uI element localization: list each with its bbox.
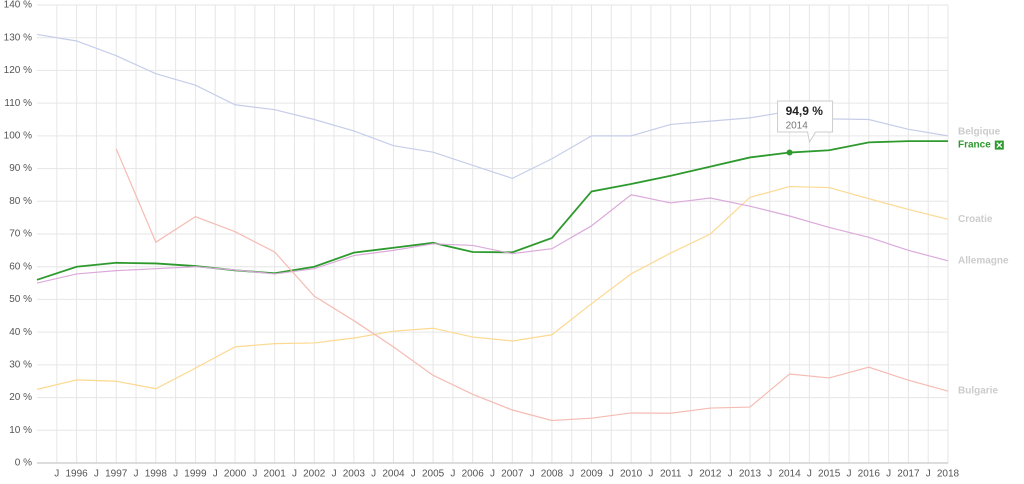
y-tick-label: 10 % — [9, 425, 32, 436]
x-tick-label: J — [926, 469, 931, 480]
x-tick-label: J — [134, 469, 139, 480]
x-tick-label: 2012 — [699, 469, 722, 480]
x-tick-label: 2004 — [382, 469, 405, 480]
x-tick-label: 2013 — [739, 469, 762, 480]
x-tick-label: J — [54, 469, 59, 480]
x-tick-label: J — [213, 469, 218, 480]
y-tick-label: 120 % — [4, 65, 32, 76]
x-tick-label: J — [609, 469, 614, 480]
x-tick-label: J — [252, 469, 257, 480]
y-tick-label: 40 % — [9, 327, 32, 338]
tooltip-value: 94,9 % — [786, 104, 824, 118]
x-tick-label: J — [648, 469, 653, 480]
series-line — [36, 194, 949, 284]
x-tick-label: J — [846, 469, 851, 480]
x-tick-label: J — [807, 469, 812, 480]
x-tick-label: 2000 — [224, 469, 247, 480]
legend-label: Belgique — [958, 126, 1001, 137]
x-tick-label: 2015 — [818, 469, 841, 480]
x-tick-label: 2003 — [343, 469, 366, 480]
x-tick-label: J — [767, 469, 772, 480]
x-tick-label: 2008 — [541, 469, 564, 480]
x-tick-label: 2006 — [462, 469, 485, 480]
legend-label: Croatie — [958, 214, 993, 225]
x-tick-label: 2018 — [937, 469, 960, 480]
x-tick-label: J — [371, 469, 376, 480]
y-tick-label: 140 % — [4, 0, 32, 11]
x-tick-label: 1997 — [105, 469, 128, 480]
x-tick-label: J — [490, 469, 495, 480]
legend-label: Allemagne — [958, 255, 1009, 266]
tooltip-date: 2014 — [786, 121, 809, 132]
x-tick-label: 2014 — [778, 469, 801, 480]
x-tick-label: 2001 — [264, 469, 287, 480]
y-tick-label: 70 % — [9, 229, 32, 240]
x-tick-label: 2016 — [858, 469, 881, 480]
x-tick-label: 2011 — [660, 469, 682, 480]
x-tick-label: 2010 — [620, 469, 643, 480]
series-line — [36, 140, 948, 281]
x-tick-label: 2017 — [897, 469, 920, 480]
x-tick-label: J — [728, 469, 733, 480]
x-tick-label: J — [332, 469, 337, 480]
x-tick-label: 2007 — [501, 469, 524, 480]
x-tick-label: J — [688, 469, 693, 480]
y-tick-label: 130 % — [4, 32, 32, 43]
x-tick-label: 1999 — [184, 469, 207, 480]
y-tick-label: 50 % — [9, 294, 32, 305]
x-tick-label: 2009 — [580, 469, 603, 480]
x-tick-label: 2002 — [303, 469, 326, 480]
y-tick-label: 30 % — [9, 359, 32, 370]
y-tick-label: 60 % — [9, 261, 32, 272]
x-tick-label: J — [886, 469, 891, 480]
y-tick-label: 80 % — [9, 196, 32, 207]
series-line — [36, 185, 949, 390]
x-tick-label: J — [411, 469, 416, 480]
x-tick-label: J — [569, 469, 574, 480]
data-point — [786, 149, 793, 156]
x-tick-label: 1998 — [145, 469, 168, 480]
x-tick-label: J — [450, 469, 455, 480]
y-tick-label: 0 % — [15, 458, 32, 469]
legend-close-x — [996, 142, 1003, 149]
tooltip-box — [777, 100, 834, 144]
x-tick-label: 1996 — [65, 469, 88, 480]
x-tick-label: J — [292, 469, 297, 480]
y-tick-label: 100 % — [4, 130, 32, 141]
y-tick-label: 110 % — [4, 98, 32, 109]
legend-label: Bulgarie — [958, 386, 998, 397]
x-tick-label: J — [173, 469, 178, 480]
y-tick-label: 90 % — [9, 163, 32, 174]
x-tick-label: J — [530, 469, 535, 480]
legend-label: France — [958, 140, 991, 151]
x-tick-label: J — [94, 469, 99, 480]
y-tick-label: 20 % — [9, 392, 32, 403]
series-line — [115, 148, 949, 422]
x-tick-label: 2005 — [422, 469, 445, 480]
